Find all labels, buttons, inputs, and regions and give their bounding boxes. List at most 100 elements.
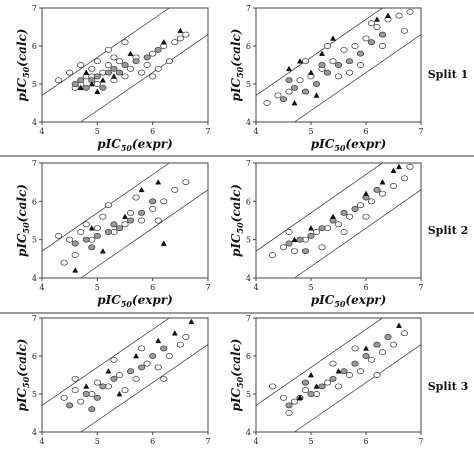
lower-bound-line — [294, 344, 422, 433]
grey-circle-marker — [93, 232, 101, 239]
grey-circle-marker — [82, 236, 90, 243]
open-circle-marker — [345, 213, 354, 220]
x-tick-label: 6 — [363, 437, 368, 446]
open-circle-marker — [400, 175, 409, 182]
triangle-marker — [171, 330, 178, 336]
grey-circle-marker — [143, 54, 151, 61]
open-circle-marker — [312, 229, 321, 235]
open-circle-marker — [77, 229, 85, 235]
triangle-marker — [373, 16, 381, 22]
grey-circle-marker — [154, 46, 162, 53]
triangle-marker — [88, 225, 95, 231]
grey-circle-marker — [77, 77, 85, 84]
plot-frame — [41, 7, 209, 123]
plot-frame — [41, 162, 209, 279]
grey-circle-marker — [88, 244, 96, 251]
grey-circle-marker — [82, 391, 90, 397]
triangle-marker — [177, 27, 184, 34]
triangle-marker — [72, 267, 79, 273]
open-circle-marker — [285, 410, 293, 416]
x-tick-label: 4 — [39, 127, 44, 136]
lower-bound-line — [80, 344, 209, 433]
open-circle-marker — [93, 81, 101, 87]
grey-circle-marker — [329, 375, 337, 382]
triangle-marker — [160, 39, 167, 45]
x-tick-label: 4 — [253, 437, 258, 446]
open-circle-marker — [182, 179, 190, 186]
grey-circle-marker — [115, 69, 124, 76]
open-circle-marker — [66, 236, 74, 243]
open-circle-marker — [345, 69, 354, 76]
open-circle-marker — [71, 252, 79, 258]
plot-frame — [255, 162, 422, 279]
open-circle-marker — [334, 73, 343, 80]
y-tick-label: 6 — [246, 197, 251, 206]
triangle-marker — [77, 84, 84, 91]
open-circle-marker — [121, 221, 129, 228]
grey-circle-marker — [340, 368, 348, 375]
triangle-marker — [329, 35, 337, 41]
open-circle-marker — [104, 202, 112, 209]
grey-circle-marker — [307, 232, 315, 239]
grey-circle-marker — [121, 62, 129, 68]
y-tick-label: 5 — [32, 80, 37, 89]
y-tick-label: 6 — [246, 352, 251, 361]
triangle-marker — [116, 390, 123, 397]
grey-circle-marker — [88, 406, 96, 413]
triangle-marker — [99, 248, 106, 254]
y-tick-label: 5 — [246, 390, 251, 399]
triangle-marker — [138, 186, 145, 193]
open-circle-marker — [93, 379, 101, 386]
triangle-marker — [335, 368, 342, 374]
open-circle-marker — [121, 73, 129, 80]
open-circle-marker — [340, 229, 348, 235]
open-circle-marker — [171, 39, 179, 46]
x-tick-label: 4 — [39, 437, 44, 446]
open-circle-marker — [143, 360, 151, 367]
triangle-marker — [155, 179, 162, 185]
open-circle-marker — [279, 244, 288, 251]
grey-circle-marker — [285, 240, 293, 247]
triangle-marker — [110, 73, 117, 79]
open-circle-marker — [55, 232, 63, 239]
open-circle-marker — [71, 375, 79, 382]
lower-bound-line — [80, 189, 209, 279]
triangle-marker — [83, 383, 90, 389]
open-circle-marker — [176, 341, 184, 348]
open-circle-marker — [378, 349, 387, 356]
upper-bound-line — [255, 7, 383, 96]
grey-circle-marker — [334, 62, 343, 68]
grey-circle-marker — [71, 240, 79, 247]
open-circle-marker — [301, 58, 310, 65]
open-circle-marker — [154, 65, 162, 72]
grey-circle-marker — [351, 206, 359, 212]
grey-circle-marker — [93, 394, 101, 401]
grey-circle-marker — [290, 84, 299, 91]
y-tick-label: 5 — [32, 390, 37, 399]
x-tick-label: 7 — [205, 283, 210, 292]
open-circle-marker — [301, 387, 310, 394]
triangle-marker — [390, 167, 397, 173]
plot-frame — [255, 317, 422, 433]
open-circle-marker — [373, 372, 381, 378]
grey-circle-marker — [99, 383, 107, 390]
grey-circle-marker — [104, 69, 112, 76]
triangle-marker — [94, 88, 101, 94]
open-circle-marker — [279, 394, 288, 401]
x-tick-label: 4 — [253, 283, 258, 292]
grey-circle-marker — [318, 62, 326, 68]
y-tick-label: 4 — [32, 428, 37, 437]
y-tick-label: 5 — [246, 80, 251, 89]
open-circle-marker — [367, 198, 376, 205]
grey-circle-marker — [285, 402, 293, 409]
open-circle-marker — [285, 229, 293, 235]
x-tick-label: 4 — [253, 127, 258, 136]
x-tick-label: 6 — [150, 283, 155, 292]
plot-frame — [41, 317, 209, 433]
grey-circle-marker — [307, 391, 315, 397]
open-circle-marker — [165, 58, 173, 65]
x-tick-label: 6 — [363, 127, 368, 136]
triangle-marker — [307, 371, 315, 378]
triangle-marker — [285, 65, 293, 72]
